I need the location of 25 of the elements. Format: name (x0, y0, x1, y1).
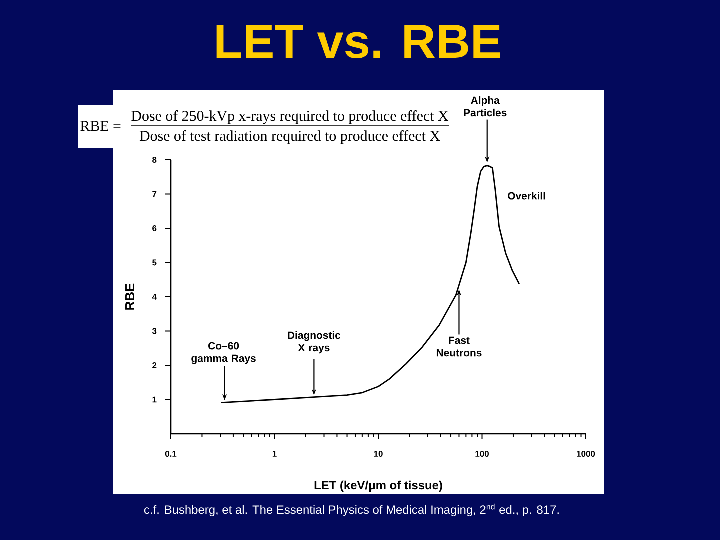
chart-title: LET vs. RBE (216, 25, 500, 58)
annotation: Fast Neutrons (436, 336, 482, 357)
text: Dose of 250-kVp x-rays required to produce effect X (132, 110, 449, 124)
annotation: Overkill (508, 192, 546, 200)
y-tick-label: 8 (152, 157, 157, 163)
x-axis-title: LET (keV/μm of tissue) (314, 480, 442, 492)
y-tick-label: 4 (152, 294, 157, 300)
y-tick-label: 1 (152, 396, 157, 403)
y-tick-label: 5 (152, 260, 157, 266)
y-tick-label: 2 (152, 362, 157, 368)
annotation: Co–60 gamma Rays (192, 342, 256, 364)
text: Dose of test radiation required to produce effect X (140, 130, 440, 144)
y-tick-label: 7 (152, 191, 157, 198)
annotation: Diagnostic X rays (288, 331, 341, 354)
annotation: Alpha Particles (464, 96, 507, 117)
x-tick-label: 100 (476, 451, 489, 458)
text: c.f. Bushberg, et al. The Essential Physics of Medical Imaging, 2$^{nd}$ ed., p. 817. (144, 504, 559, 516)
y-tick-label: 6 (152, 226, 157, 232)
x-tick-label: 1 (272, 451, 277, 457)
y-tick-label: 3 (152, 328, 157, 334)
x-tick-label: 0.1 (165, 451, 177, 458)
x-tick-label: 1000 (577, 451, 596, 458)
y-axis-title: RBE (126, 284, 134, 310)
text: RBE = (80, 121, 121, 132)
x-tick-label: 10 (374, 451, 383, 458)
